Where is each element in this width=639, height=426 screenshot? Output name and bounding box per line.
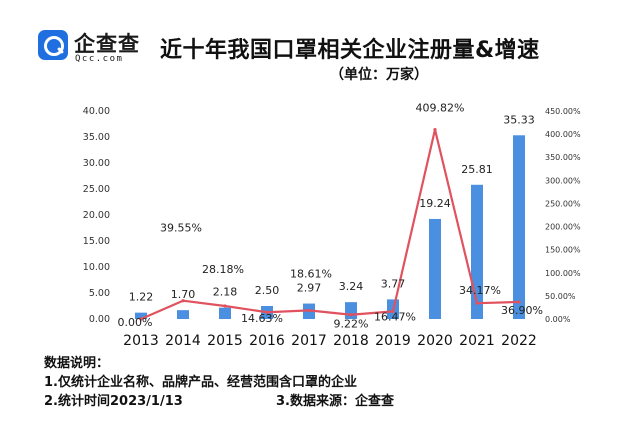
bar-2021 — [471, 184, 483, 319]
y-right-tick-label: 250.00% — [545, 199, 581, 208]
x-tick-label: 2016 — [249, 333, 285, 349]
note-line-1: 1.仅统计企业名称、品牌产品、经营范围含口罩的企业 — [44, 375, 357, 390]
y-right-tick-label: 150.00% — [545, 246, 581, 255]
notes-heading: 数据说明： — [44, 356, 110, 371]
bar-2022 — [513, 135, 525, 319]
growth-point-2014 — [181, 299, 185, 303]
growth-value-label: 16.47% — [374, 310, 416, 323]
growth-point-2018 — [349, 313, 353, 317]
y-left-tick-label: 35.00 — [83, 132, 110, 143]
y-right-tick-label: 200.00% — [545, 223, 581, 232]
y-left-tick-label: 40.00 — [83, 106, 110, 117]
bar-2015 — [219, 307, 231, 319]
brand-name: 企查查 — [74, 32, 140, 56]
bar-value-label: 19.24 — [419, 197, 451, 210]
growth-value-label: 9.22% — [334, 318, 369, 331]
y-left-tick-label: 20.00 — [83, 210, 110, 221]
growth-value-label: 36.90% — [501, 304, 543, 317]
growth-point-2015 — [223, 304, 227, 308]
magnifier-icon — [38, 30, 68, 60]
y-right-tick-label: 300.00% — [545, 176, 581, 185]
growth-value-label: 18.61% — [290, 267, 332, 280]
growth-line — [140, 128, 520, 321]
growth-point-2020 — [433, 127, 437, 132]
bar-value-label: 2.18 — [213, 286, 238, 299]
y-left-tick-label: 10.00 — [83, 262, 110, 273]
bar-2014 — [177, 310, 189, 319]
y-right-tick-label: 100.00% — [545, 269, 581, 278]
y-left-tick-label: 5.00 — [89, 288, 110, 299]
y-right-tick-label: 350.00% — [545, 153, 581, 162]
x-tick-label: 2015 — [207, 333, 243, 349]
y-left-tick-label: 15.00 — [83, 236, 110, 247]
growth-point-2013 — [139, 317, 143, 321]
growth-point-2016 — [265, 310, 269, 314]
y-left-tick-label: 30.00 — [83, 158, 110, 169]
x-tick-label: 2022 — [501, 333, 537, 349]
x-tick-label: 2017 — [291, 333, 327, 349]
note-line-2: 2.统计时间2023/1/13 — [44, 394, 183, 409]
note-line-3: 3.数据来源：企查查 — [276, 394, 394, 409]
x-tick-label: 2018 — [333, 333, 369, 349]
data-notes: 数据说明： 1.仅统计企业名称、品牌产品、经营范围含口罩的企业 2.统计时间20… — [44, 354, 394, 411]
y-left-tick-label: 25.00 — [83, 184, 110, 195]
y-right-tick-label: 0.00% — [545, 315, 571, 324]
y-right-tick-label: 450.00% — [545, 107, 581, 116]
growth-point-2019 — [391, 309, 395, 313]
growth-value-label: 0.00% — [118, 316, 153, 329]
growth-value-label: 28.18% — [202, 263, 244, 276]
x-tick-label: 2014 — [165, 333, 201, 349]
x-tick-label: 2019 — [375, 333, 411, 349]
growth-value-label: 34.17% — [459, 284, 501, 297]
y-left-tick-label: 0.00 — [89, 314, 110, 325]
unit-label: （单位：万家） — [330, 67, 428, 83]
bar-value-label: 2.97 — [297, 282, 322, 295]
bar-2020 — [429, 218, 441, 319]
growth-value-label: 409.82% — [416, 102, 465, 115]
brand-logo: 企查查 Qcc.com — [38, 30, 188, 66]
x-tick-label: 2013 — [123, 333, 159, 349]
growth-value-label: 14.63% — [241, 312, 283, 325]
growth-point-2017 — [307, 308, 311, 312]
bar-2013 — [135, 312, 147, 319]
bar-value-label: 2.50 — [255, 284, 280, 297]
bar-value-label: 3.77 — [381, 277, 406, 290]
bar-2018 — [345, 302, 357, 319]
bar-value-label: 1.70 — [171, 288, 196, 301]
bar-value-label: 1.22 — [129, 291, 154, 304]
brand-domain: Qcc.com — [75, 54, 124, 64]
x-tick-label: 2020 — [417, 333, 453, 349]
growth-point-2022 — [517, 300, 521, 304]
bar-value-label: 3.24 — [339, 280, 364, 293]
chart-title: 近十年我国口罩相关企业注册量&增速 — [160, 38, 540, 63]
y-right-tick-label: 400.00% — [545, 130, 581, 139]
bar-value-label: 35.33 — [503, 113, 535, 126]
x-tick-label: 2021 — [459, 333, 495, 349]
y-right-tick-label: 50.00% — [545, 292, 576, 301]
growth-point-2021 — [475, 301, 479, 305]
bar-value-label: 25.81 — [461, 163, 493, 176]
growth-value-label: 39.55% — [160, 222, 202, 235]
